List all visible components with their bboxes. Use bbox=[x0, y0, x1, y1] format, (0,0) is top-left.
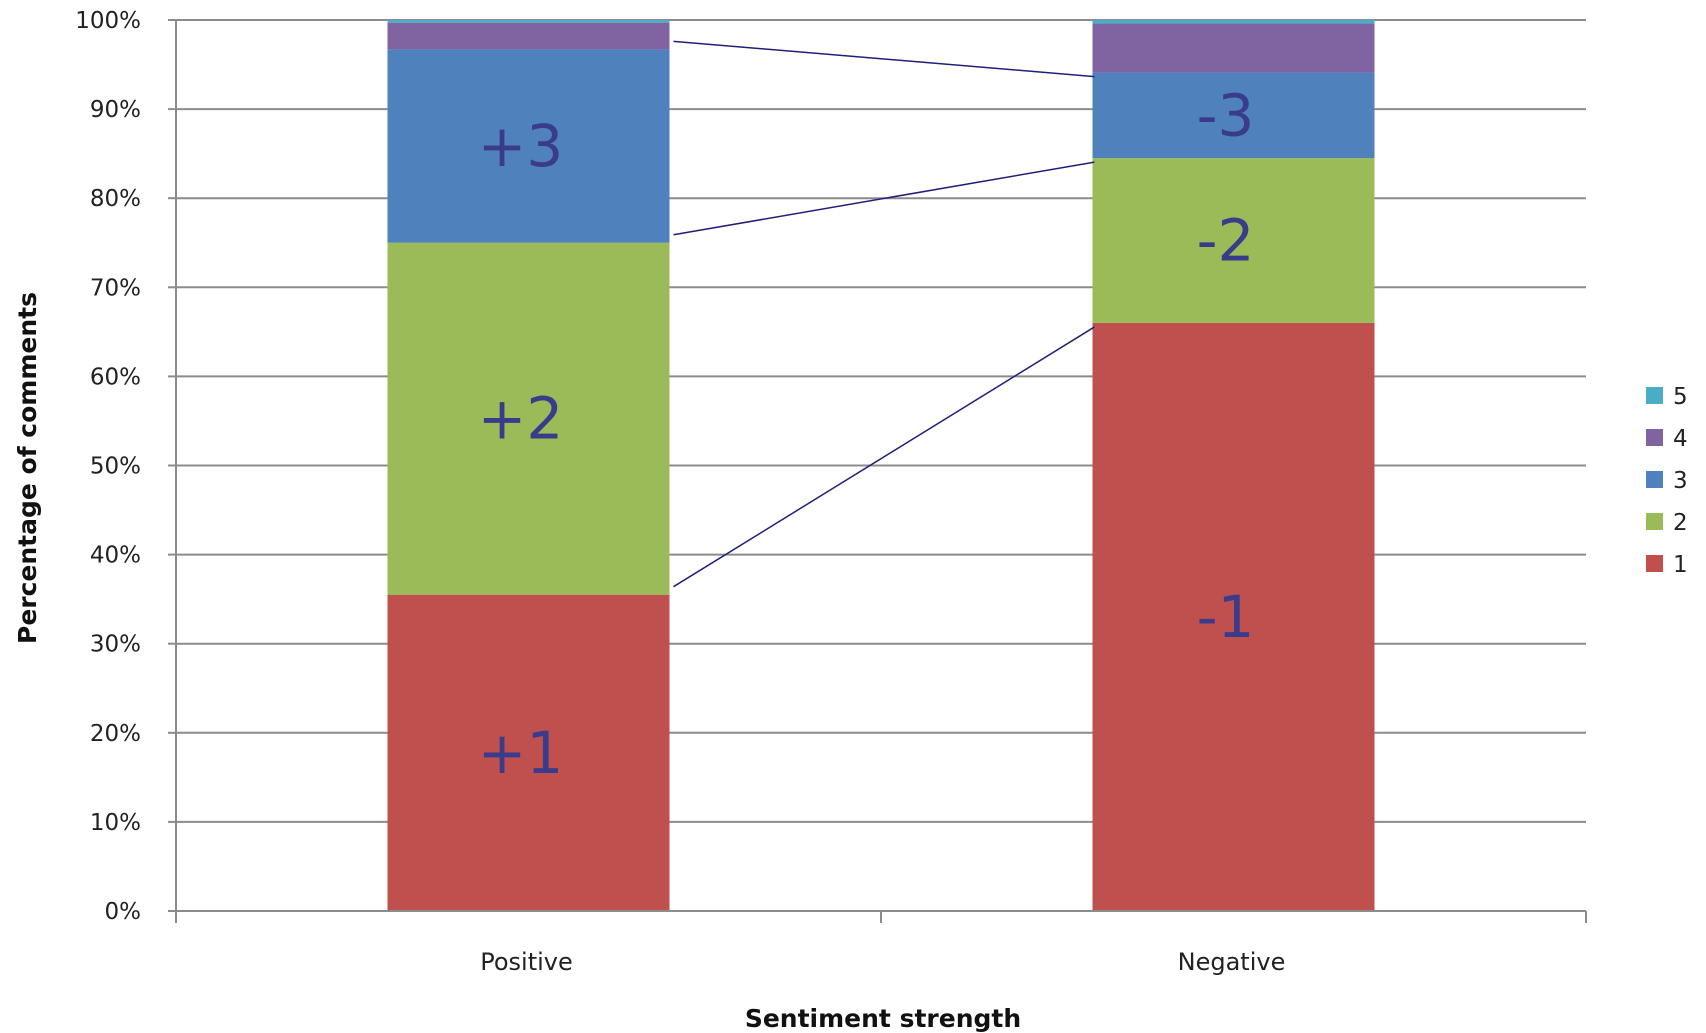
bar-segment bbox=[387, 242, 670, 595]
segment-label: +3 bbox=[478, 112, 564, 180]
y-tick-label: 10% bbox=[90, 810, 141, 836]
legend-label: 4 bbox=[1673, 426, 1688, 452]
bar-segment bbox=[1092, 23, 1375, 73]
connector-line bbox=[673, 161, 1095, 236]
legend-swatch bbox=[1646, 471, 1663, 488]
y-axis-ticks: 0% 10% 20% 30% 40% 50% 60% 70% 80% 90% 100% bbox=[75, 8, 176, 925]
y-tick-label: 100% bbox=[75, 8, 141, 34]
x-category-label: Negative bbox=[1178, 948, 1286, 976]
connector-line bbox=[673, 40, 1095, 78]
bar-segment bbox=[1092, 158, 1375, 323]
legend: 5 4 3 2 1 bbox=[1646, 384, 1688, 578]
x-axis-title: Sentiment strength bbox=[745, 1004, 1021, 1033]
segment-labels: +1 +2 +3 -1 -2 -3 bbox=[478, 81, 1255, 787]
segment-label: -3 bbox=[1197, 81, 1255, 149]
bar-segment bbox=[1092, 20, 1375, 24]
x-category-label: Positive bbox=[480, 948, 573, 976]
segment-label: -2 bbox=[1197, 207, 1255, 275]
x-axis-categories: Positive Negative bbox=[480, 948, 1285, 976]
connector-line bbox=[673, 326, 1095, 588]
y-tick-label: 90% bbox=[90, 97, 141, 123]
y-tick-label: 70% bbox=[90, 275, 141, 301]
y-tick-label: 50% bbox=[90, 454, 141, 480]
bar-segment bbox=[387, 20, 670, 23]
legend-swatch bbox=[1646, 387, 1663, 404]
legend-label: 2 bbox=[1673, 510, 1688, 536]
bars bbox=[387, 20, 1375, 911]
bar-segment bbox=[387, 22, 670, 50]
legend-label: 1 bbox=[1673, 552, 1688, 578]
connector-lines bbox=[673, 40, 1095, 588]
bar-segment bbox=[387, 49, 670, 243]
segment-label: +2 bbox=[478, 385, 564, 453]
bar-segment bbox=[1092, 322, 1375, 911]
y-tick-label: 30% bbox=[90, 632, 141, 658]
y-tick-label: 40% bbox=[90, 543, 141, 569]
y-tick-label: 0% bbox=[105, 899, 142, 925]
segment-label: -1 bbox=[1197, 583, 1255, 651]
legend-swatch bbox=[1646, 429, 1663, 446]
y-tick-label: 20% bbox=[90, 721, 141, 747]
axes bbox=[175, 20, 1587, 923]
bar-segment bbox=[1092, 72, 1375, 159]
legend-label: 5 bbox=[1673, 384, 1688, 410]
bar-segment bbox=[387, 594, 670, 911]
y-axis-title: Percentage of comments bbox=[13, 292, 42, 644]
legend-swatch bbox=[1646, 513, 1663, 530]
y-tick-label: 80% bbox=[90, 186, 141, 212]
legend-swatch bbox=[1646, 555, 1663, 572]
y-tick-label: 60% bbox=[90, 364, 141, 390]
legend-label: 3 bbox=[1673, 468, 1688, 494]
segment-label: +1 bbox=[478, 719, 564, 787]
